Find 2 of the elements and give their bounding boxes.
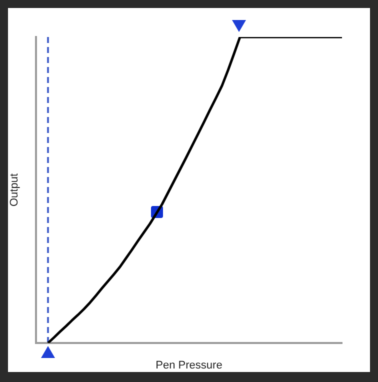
y-axis-title: Output [8, 173, 21, 207]
x-axis-title: Pen Pressure [156, 359, 222, 372]
